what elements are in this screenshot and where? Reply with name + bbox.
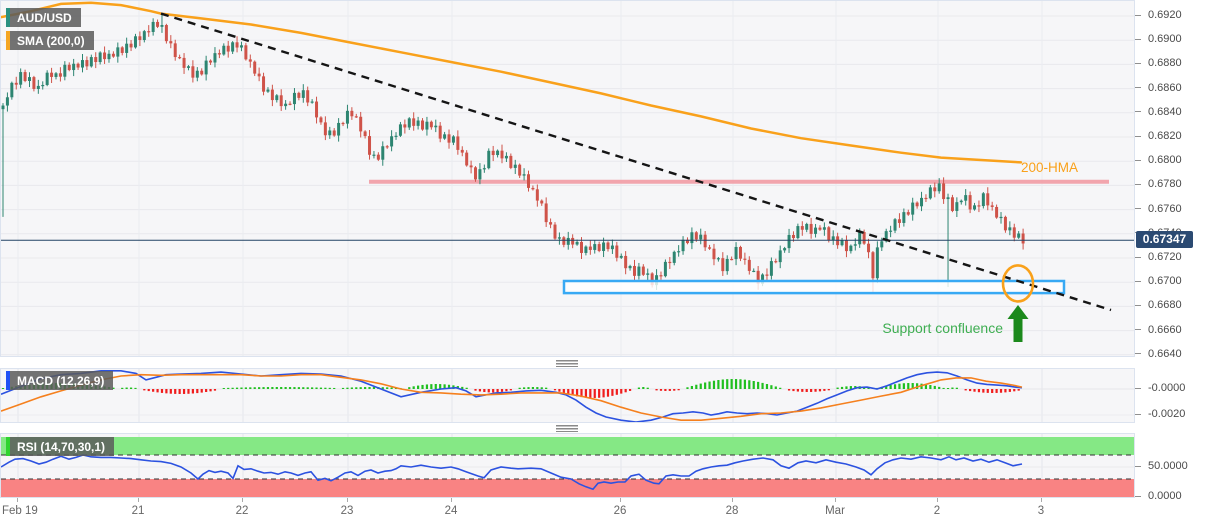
price-chart-canvas[interactable] xyxy=(1,1,1134,356)
macd-canvas[interactable] xyxy=(1,369,1134,422)
axis-tick-mark xyxy=(1135,465,1141,467)
time-tick-label: 24 xyxy=(444,505,458,517)
price-tick-label: 0.6720 xyxy=(1148,251,1182,263)
macd-badge: MACD (12,26,9) xyxy=(6,371,114,390)
rsi-canvas[interactable] xyxy=(1,434,1134,497)
axis-tick-mark xyxy=(1135,353,1141,355)
time-tick-mark xyxy=(620,498,621,502)
price-tick-label: 0.6660 xyxy=(1148,323,1182,336)
time-tick-mark xyxy=(937,498,938,502)
macd-accent-bar xyxy=(6,371,10,390)
rsi-label: RSI (14,70,30,1) xyxy=(17,439,106,454)
price-tick-label: 0.6880 xyxy=(1148,57,1182,70)
pair-label: AUD/USD xyxy=(17,10,72,25)
axis-tick-mark xyxy=(1135,159,1141,161)
axis-tick-mark xyxy=(1135,256,1141,258)
time-tick-mark xyxy=(1041,498,1042,502)
axis-tick-mark xyxy=(1135,87,1141,89)
macd-tick-label: -0.0000 xyxy=(1148,382,1186,394)
panel-resize-handle-macd[interactable] xyxy=(556,360,578,367)
price-tick-label: 0.6760 xyxy=(1148,202,1182,215)
price-tick-label: 0.6820 xyxy=(1148,130,1182,142)
price-tick-label: 0.6860 xyxy=(1148,81,1182,94)
price-tick-label: 0.6840 xyxy=(1148,105,1182,118)
price-tick-label: 0.6700 xyxy=(1148,275,1182,288)
axis-tick-mark xyxy=(1135,111,1141,113)
price-tick-label: 0.6800 xyxy=(1148,154,1182,167)
axis-tick-mark xyxy=(1135,387,1141,389)
hma-annotation-label: 200-HMA xyxy=(1021,160,1079,175)
time-tick-mark xyxy=(835,498,836,502)
pair-badge: AUD/USD xyxy=(6,8,81,27)
axis-tick-mark xyxy=(1135,329,1141,331)
time-tick-label: 3 xyxy=(1037,505,1045,517)
price-tick-label: 0.6640 xyxy=(1148,347,1182,360)
time-tick-mark xyxy=(451,498,452,502)
rsi-tick-label: 50.0000 xyxy=(1148,460,1188,472)
price-tick-label: 0.6920 xyxy=(1148,9,1182,21)
sma-accent-bar xyxy=(6,31,10,50)
sma-label: SMA (200,0) xyxy=(17,33,85,48)
time-tick-label: 2 xyxy=(933,505,941,517)
price-tick-label: 0.6680 xyxy=(1148,299,1182,312)
price-axis[interactable]: 0.6920 0.6900 0.6880 0.6860 0.6840 0.6820 0.68… xyxy=(1135,0,1207,526)
axis-tick-mark xyxy=(1135,413,1141,415)
pair-accent-bar xyxy=(6,8,10,27)
axis-tick-mark xyxy=(1135,280,1141,282)
rsi-tick-label: 0.0000 xyxy=(1148,490,1182,502)
price-chart-panel[interactable] xyxy=(0,0,1135,357)
time-tick-label: 22 xyxy=(235,505,249,517)
current-price-badge: 0.67347 xyxy=(1136,231,1193,248)
macd-label: MACD (12,26,9) xyxy=(17,373,105,388)
time-tick-mark xyxy=(242,498,243,502)
macd-panel[interactable] xyxy=(0,368,1135,423)
axis-tick-mark xyxy=(1135,304,1141,306)
rsi-panel[interactable] xyxy=(0,433,1135,498)
axis-tick-mark xyxy=(1135,38,1141,40)
time-tick-label: 21 xyxy=(131,505,145,517)
panel-resize-handle-rsi[interactable] xyxy=(556,425,578,432)
time-tick-label: 23 xyxy=(340,505,354,517)
time-tick-label: Feb 19 xyxy=(2,505,38,517)
price-tick-label: 0.6780 xyxy=(1148,178,1182,191)
time-tick-label: 26 xyxy=(613,505,627,517)
axis-tick-mark xyxy=(1135,495,1141,497)
time-tick-label: Mar xyxy=(825,505,845,517)
macd-tick-label: -0.0020 xyxy=(1148,408,1186,420)
rsi-accent-bar xyxy=(6,437,10,456)
time-tick-mark xyxy=(347,498,348,502)
time-axis[interactable]: Feb 19 21 22 23 24 26 28 Mar 2 3 xyxy=(0,498,1135,526)
support-confluence-label: Support confluence xyxy=(882,320,1003,336)
axis-tick-mark xyxy=(1135,14,1141,16)
time-tick-label: 28 xyxy=(725,505,739,517)
axis-tick-mark xyxy=(1135,135,1141,137)
time-tick-mark xyxy=(732,498,733,502)
sma-badge: SMA (200,0) xyxy=(6,31,94,50)
price-tick-label: 0.6900 xyxy=(1148,33,1182,46)
time-tick-mark xyxy=(17,498,18,502)
axis-tick-mark xyxy=(1135,208,1141,210)
axis-tick-mark xyxy=(1135,183,1141,185)
axis-tick-mark xyxy=(1135,62,1141,64)
rsi-badge: RSI (14,70,30,1) xyxy=(6,437,115,456)
time-tick-mark xyxy=(138,498,139,502)
